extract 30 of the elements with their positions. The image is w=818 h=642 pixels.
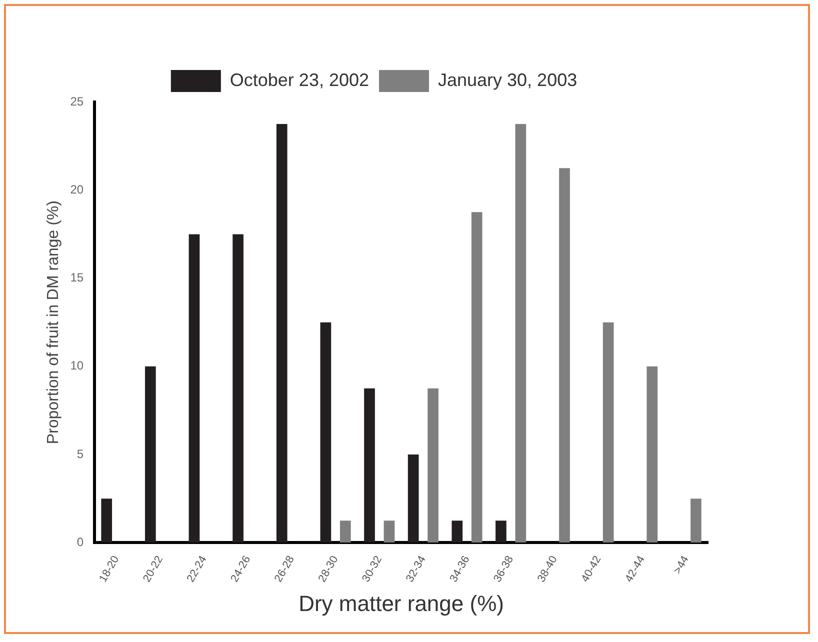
bar: [496, 520, 506, 543]
bar: [515, 124, 526, 543]
y-tick-label: 25: [70, 94, 84, 108]
y-tick-label: 15: [70, 270, 84, 285]
bar: [188, 234, 200, 543]
bar: [340, 520, 351, 543]
bar: [471, 212, 482, 543]
bar: [408, 454, 419, 543]
bar: [690, 498, 702, 543]
bar: [364, 388, 375, 543]
legend-label: January 30, 2003: [438, 70, 578, 90]
bar: [452, 520, 463, 543]
bar: [276, 124, 288, 543]
bar: [232, 234, 244, 543]
x-tick-label: >44: [672, 554, 692, 576]
bar: [428, 388, 438, 543]
bar: [559, 168, 570, 543]
y-tick-label: 20: [70, 182, 84, 196]
y-tick-label: 5: [76, 446, 84, 461]
bar: [646, 366, 658, 543]
bar: [602, 322, 614, 543]
x-axis-title: Dry matter range (%): [298, 590, 504, 616]
bar: [384, 520, 395, 543]
y-tick-label: 0: [76, 534, 84, 549]
y-tick-label: 10: [70, 358, 84, 373]
bar: [101, 498, 112, 543]
bar: [144, 366, 156, 543]
bar: [320, 322, 332, 543]
legend-label: October 23, 2002: [230, 70, 370, 90]
y-axis-title: Proportion of fruit in DM range (%): [45, 200, 62, 444]
